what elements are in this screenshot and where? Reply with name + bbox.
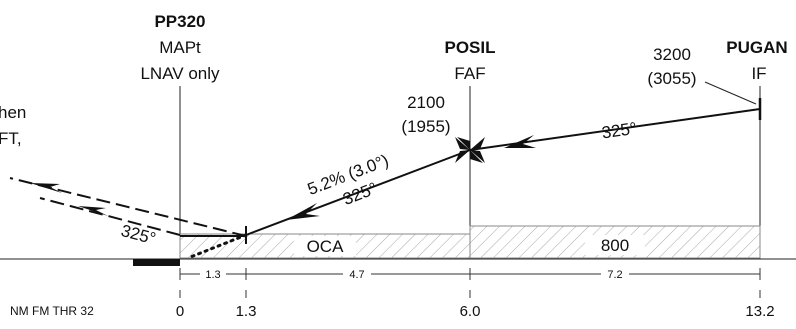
intermediate-course-label: 325°	[600, 119, 637, 143]
missed-approach-path-lower	[39, 197, 181, 236]
intermediate-arrowhead	[504, 135, 536, 148]
missed-arrowhead-lower	[78, 206, 108, 216]
segment-distance-1: 1.3	[205, 269, 220, 281]
distance-dimension-line	[179, 268, 761, 280]
axis-caption: NM FM THR 32	[10, 304, 94, 318]
missed-approach-text-line1: hen	[0, 103, 26, 122]
faf-role-label: FAF	[454, 64, 485, 83]
segment-distance-3: 7.2	[607, 269, 622, 281]
if-segment-label: 800	[601, 236, 629, 255]
if-altitude: 3200	[653, 45, 691, 64]
faf-altitude: 2100	[407, 93, 445, 112]
oca-label-bg	[294, 236, 356, 256]
distance-3-bg	[601, 268, 629, 280]
mapt-fix-name: PP320	[154, 12, 205, 31]
visual-segment-dotted	[186, 233, 248, 260]
final-arrowhead	[286, 203, 320, 220]
if-segment-label-bg	[585, 235, 645, 255]
final-approach-path	[245, 149, 471, 236]
missed-arrowhead-upper	[30, 183, 62, 193]
faf-fix-name: POSIL	[444, 38, 495, 57]
distance-1-bg	[200, 268, 226, 280]
axis-label-1: 1.3	[236, 303, 257, 320]
if-altitude-height: (3055)	[647, 69, 696, 88]
axis-label-0: 0	[176, 303, 184, 320]
threshold-bar	[133, 259, 180, 266]
axis-label-3: 13.2	[745, 303, 774, 320]
distance-2-bg	[343, 268, 371, 280]
missed-course-label: 325°	[119, 221, 158, 248]
if-role-label: IF	[751, 64, 766, 83]
segment-distance-2: 4.7	[349, 269, 364, 281]
mapt-role-label: MAPt	[159, 38, 201, 57]
mapt-note-label: LNAV only	[140, 64, 220, 83]
axis-label-2: 6.0	[460, 303, 481, 320]
faf-altitude-height: (1955)	[401, 117, 450, 136]
missed-approach-text-line2: FT,	[0, 129, 22, 148]
if-altitude-leader	[704, 81, 757, 105]
faf-maltese-cross-icon	[455, 137, 485, 163]
oca-label: OCA	[307, 237, 345, 256]
if-fix-name: PUGAN	[726, 38, 787, 57]
